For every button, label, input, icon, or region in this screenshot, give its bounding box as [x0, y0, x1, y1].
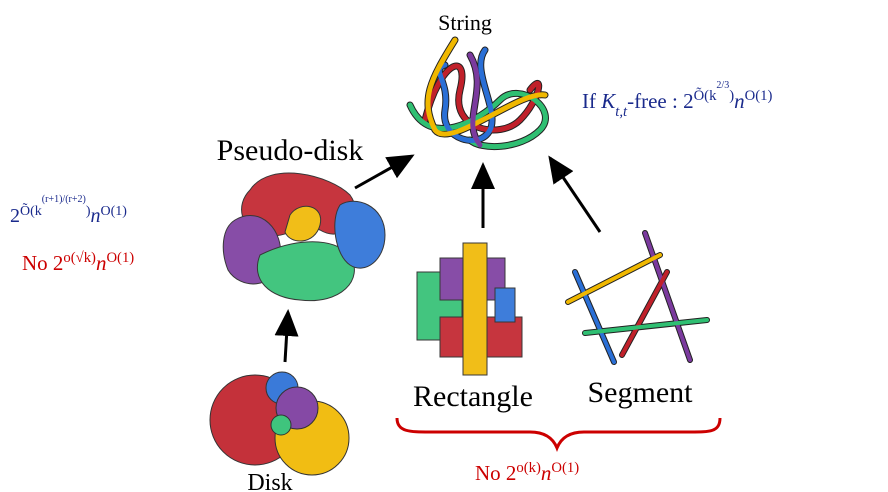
- bound-part: (r+1)/(r+2): [42, 194, 86, 205]
- lower-part: O(1): [106, 250, 134, 266]
- brace: [397, 418, 720, 448]
- string-note: If Kt,t-free : 2Õ(k2/3)nO(1): [582, 80, 772, 120]
- lower-part: No 2: [475, 461, 516, 485]
- note-part: If: [582, 89, 601, 113]
- bound-part: 2: [10, 205, 20, 227]
- lower-part: No 2: [22, 251, 63, 275]
- rectangle-label: Rectangle: [413, 380, 533, 413]
- page: {"string": {"label": "String", "note": {…: [0, 0, 888, 492]
- pseudo-disk-bound: 2Õ(k(r+1)/(r+2))nO(1): [10, 194, 127, 227]
- pseudo-disk-label: Pseudo-disk: [217, 134, 364, 167]
- bound-part: O(1): [101, 204, 128, 219]
- lower-part: o(k): [516, 460, 541, 476]
- lower-part: n: [541, 461, 552, 485]
- string-icon: [410, 40, 545, 147]
- rectangle-icon: [417, 243, 522, 375]
- segment-icon: [568, 233, 707, 362]
- disk-label: Disk: [247, 470, 292, 492]
- note-part: Õ(k: [694, 87, 717, 104]
- pseudo-disk-lower: No 2o(√k)nO(1): [22, 250, 134, 275]
- string-label: String: [438, 10, 492, 35]
- bound-part: n: [91, 205, 101, 227]
- diagram: String If Kt,t-free : 2Õ(k2/3)nO(1) Pseu…: [0, 0, 888, 492]
- note-part: 2/3: [716, 80, 729, 91]
- note-part: K: [600, 89, 616, 113]
- lower-part: n: [96, 251, 107, 275]
- note-part: O(1): [745, 88, 773, 104]
- note-part: -free : 2: [627, 89, 693, 113]
- lower-part: O(1): [551, 460, 579, 476]
- bound-part: Õ(k: [20, 202, 42, 219]
- segment-label: Segment: [588, 376, 694, 409]
- note-part: t,t: [615, 104, 628, 120]
- pseudo-disk-icon: [223, 173, 385, 301]
- rectangle-segment-lower: No 2o(k)nO(1): [475, 460, 579, 485]
- note-part: n: [734, 89, 745, 113]
- disk-icon: [210, 372, 349, 475]
- lower-part: o(√k): [63, 250, 96, 266]
